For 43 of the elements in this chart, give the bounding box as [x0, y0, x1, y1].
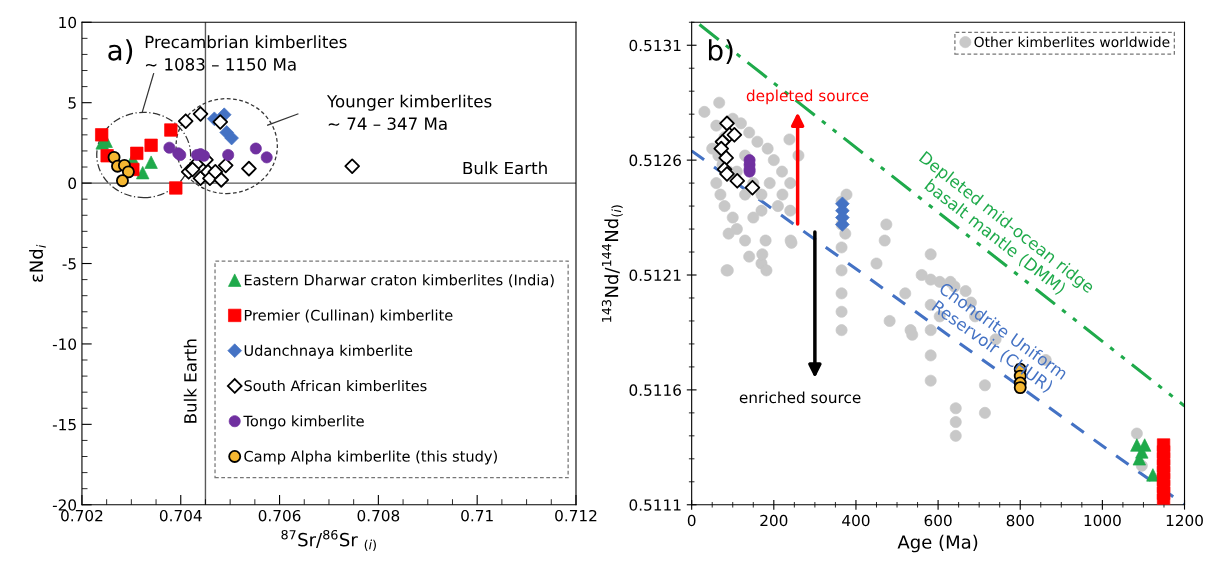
y-tick-label: -5 — [62, 258, 76, 270]
x-tick-label: 400 — [842, 514, 870, 527]
annotation: depleted source — [746, 89, 869, 105]
x-tick-label: 1000 — [1084, 514, 1121, 527]
x-tick-label: 0 — [687, 514, 696, 527]
ref-line-label: Bulk Earth — [183, 339, 197, 423]
x-axis-title: Age (Ma) — [897, 534, 978, 553]
annotation: Younger kimberlites ~ 74 – 347 Ma — [326, 94, 492, 131]
x-tick-label: 0.712 — [555, 509, 597, 522]
legend-label: Premier (Cullinan) kimberlite — [244, 309, 453, 323]
y-tick-label: 0 — [68, 177, 77, 190]
y-tick-label: 5 — [68, 97, 76, 109]
y-tick-label: -20 — [52, 499, 77, 511]
y-tick-label: -15 — [52, 419, 76, 431]
x-tick-label: 0.704 — [159, 509, 202, 522]
legend-label: Eastern Dharwar craton kimberlites (India) — [244, 274, 554, 288]
y-tick-label: 10 — [59, 16, 77, 29]
x-tick-label: 0.71 — [461, 509, 493, 522]
legend-label: Other kimberlites worldwide — [974, 36, 1170, 48]
y-tick-label: 0.5121 — [629, 269, 681, 282]
y-axis-title: $^{143}$Nd/$^{144}$Nd$_{(i)}$ — [601, 205, 623, 322]
x-axis-title: $^{87}$Sr/$^{86}$Sr $_{(i)}$ — [281, 529, 376, 551]
annotation: enriched source — [739, 391, 861, 404]
x-tick-label: 0.702 — [61, 509, 103, 522]
y-tick-label: -10 — [52, 338, 77, 350]
x-tick-label: 0.706 — [258, 509, 301, 522]
ref-line-label: Bulk Earth — [463, 161, 547, 175]
y-tick-label: 0.5131 — [629, 39, 681, 52]
y-tick-label: 0.5126 — [629, 154, 681, 167]
legend-label: South African kimberlites — [244, 379, 427, 392]
x-tick-label: 800 — [1006, 514, 1034, 527]
annotation: b) — [708, 39, 733, 64]
legend-label: Camp Alpha kimberlite (this study) — [244, 450, 497, 465]
legend-label: Tongo kimberlite — [243, 415, 364, 430]
y-axis-title: εNd$_{i}$ — [29, 244, 46, 282]
x-tick-label: 1200 — [1166, 514, 1203, 527]
legend-label: Udanchnaya kimberlite — [244, 344, 413, 359]
x-tick-label: 200 — [760, 514, 788, 527]
x-tick-label: 600 — [924, 514, 952, 527]
annotation: a) — [108, 39, 133, 64]
y-tick-label: 0.5111 — [629, 499, 681, 511]
x-tick-label: 0.708 — [357, 509, 400, 522]
y-tick-label: 0.5116 — [629, 384, 681, 396]
